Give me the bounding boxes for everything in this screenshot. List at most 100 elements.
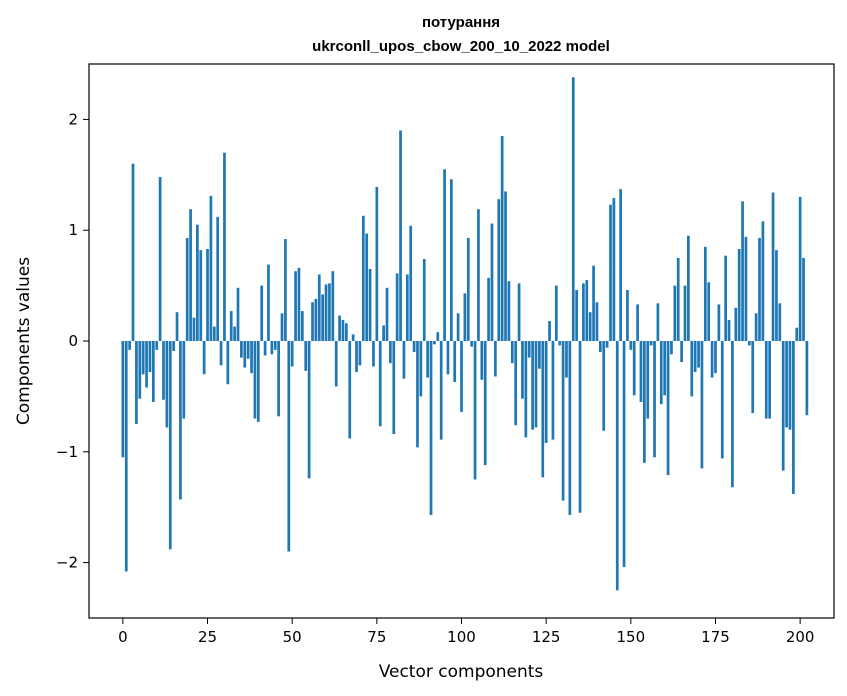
bar xyxy=(185,237,189,341)
bar xyxy=(764,341,768,419)
bar xyxy=(734,307,738,341)
bar xyxy=(717,304,721,341)
bar xyxy=(802,257,805,341)
bar xyxy=(551,341,555,440)
bar xyxy=(212,326,216,341)
bar xyxy=(612,198,616,341)
bar xyxy=(548,321,551,341)
bar xyxy=(578,341,582,513)
bar xyxy=(673,285,677,341)
bar xyxy=(680,341,683,363)
bar xyxy=(162,341,165,400)
bar xyxy=(663,341,667,396)
bar xyxy=(598,341,602,353)
bar xyxy=(429,341,433,515)
bar xyxy=(643,341,646,463)
bar xyxy=(653,341,656,458)
bar xyxy=(747,341,751,346)
bar xyxy=(128,341,131,350)
bar xyxy=(544,341,548,443)
bar xyxy=(196,224,199,341)
bar xyxy=(311,302,314,341)
bar xyxy=(524,341,528,438)
bar xyxy=(565,341,568,378)
bar xyxy=(412,341,416,353)
bar xyxy=(629,341,633,350)
bar xyxy=(517,283,521,341)
bar xyxy=(710,341,714,378)
bar xyxy=(456,313,460,341)
bar xyxy=(483,341,487,466)
bar xyxy=(155,341,159,350)
bar xyxy=(233,326,236,341)
bar xyxy=(328,283,331,341)
bar xyxy=(202,341,206,375)
bar xyxy=(294,271,297,341)
x-tick-label: 25 xyxy=(198,628,217,646)
bar xyxy=(351,334,355,341)
bar xyxy=(792,341,795,494)
bar xyxy=(402,341,406,379)
bar xyxy=(389,341,392,364)
bar xyxy=(449,179,453,341)
bar xyxy=(646,341,650,419)
bar xyxy=(165,341,169,428)
x-tick-label: 50 xyxy=(283,628,302,646)
x-tick-label: 0 xyxy=(118,628,128,646)
bar xyxy=(714,341,717,374)
bar xyxy=(626,290,629,341)
bar xyxy=(541,341,545,478)
bar xyxy=(531,341,534,430)
bar xyxy=(703,246,707,341)
bar xyxy=(477,209,480,341)
bar xyxy=(463,293,467,341)
bar xyxy=(602,341,606,431)
chart-title-line1: потурання xyxy=(422,14,500,31)
bar xyxy=(382,325,385,341)
bar xyxy=(317,274,321,341)
bar xyxy=(636,304,639,341)
bar xyxy=(514,341,518,426)
bar xyxy=(639,341,643,402)
bar xyxy=(510,341,514,364)
bar xyxy=(697,341,700,368)
bar xyxy=(490,223,494,341)
bar xyxy=(595,302,599,341)
bar xyxy=(588,312,592,341)
y-tick-label: 0 xyxy=(68,332,78,350)
bar xyxy=(321,294,325,341)
bar xyxy=(575,290,578,341)
bar xyxy=(368,268,372,341)
bar xyxy=(131,163,135,341)
bar xyxy=(700,341,704,469)
x-tick-label: 125 xyxy=(532,628,561,646)
bar xyxy=(168,341,172,550)
bar xyxy=(219,341,223,366)
bar xyxy=(355,341,358,373)
bar xyxy=(778,303,782,341)
bar xyxy=(582,283,585,341)
bar xyxy=(605,341,609,348)
x-tick-label: 200 xyxy=(786,628,815,646)
bar xyxy=(250,341,253,374)
bar xyxy=(256,341,260,422)
bar xyxy=(500,136,504,341)
y-axis-ticks: −2 −1 0 1 2 xyxy=(56,110,89,572)
bar xyxy=(497,199,501,341)
bar xyxy=(348,341,352,439)
bar xyxy=(358,341,362,366)
bar xyxy=(585,280,589,341)
bar xyxy=(521,341,524,399)
bar xyxy=(690,341,694,397)
bar xyxy=(436,332,440,341)
bar xyxy=(666,341,670,476)
bar xyxy=(345,323,348,341)
bar xyxy=(805,341,809,416)
bar xyxy=(795,327,799,341)
bar xyxy=(615,341,619,591)
bar xyxy=(785,341,788,428)
bar xyxy=(405,274,409,341)
bar xyxy=(609,204,612,341)
plot-frame xyxy=(88,63,835,619)
bar xyxy=(649,341,653,346)
